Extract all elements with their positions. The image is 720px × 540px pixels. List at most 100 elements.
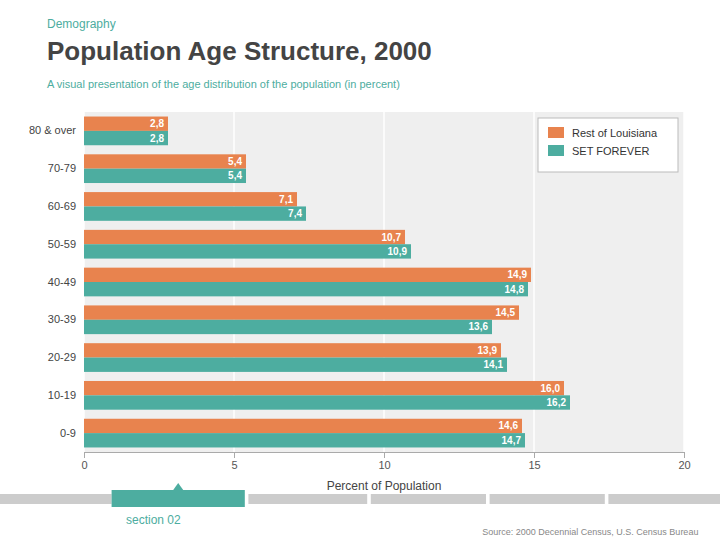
plot-background xyxy=(84,112,684,452)
bar xyxy=(84,154,246,168)
bar xyxy=(84,282,528,296)
data-label: 16,0 xyxy=(541,383,561,394)
legend-label: SET FOREVER xyxy=(572,145,649,157)
chart: Demography Population Age Structure, 2000… xyxy=(0,0,720,540)
x-tick-mark xyxy=(684,452,685,458)
y-tick-label: 80 & over xyxy=(29,124,76,136)
y-tick: 60-69 xyxy=(48,200,84,212)
x-tick: 0 xyxy=(81,452,87,471)
bar xyxy=(84,381,564,395)
x-tick-label: 15 xyxy=(528,459,540,471)
legend: Rest of Louisiana SET FOREVER xyxy=(538,118,678,172)
legend-item: SET FOREVER xyxy=(548,145,649,157)
data-label: 14,8 xyxy=(505,284,525,295)
section-label: section 02 xyxy=(126,513,181,527)
y-tick: 50-59 xyxy=(48,238,84,250)
x-axis: 0 5 10 15 20 xyxy=(81,452,690,471)
x-tick: 5 xyxy=(231,452,237,471)
y-tick: 80 & over xyxy=(29,124,84,136)
legend-item: Rest of Louisiana xyxy=(548,127,658,139)
y-tick-label: 70-79 xyxy=(48,162,76,174)
bar xyxy=(84,433,525,447)
bar xyxy=(84,395,570,409)
legend-swatch xyxy=(548,127,564,138)
bars xyxy=(84,117,570,448)
bar xyxy=(84,419,522,433)
bar xyxy=(84,117,168,131)
legend-frame xyxy=(538,118,678,172)
data-label: 5,4 xyxy=(228,170,242,181)
data-label: 14,7 xyxy=(502,435,522,446)
data-labels: 2,8 5,4 7,1 10,7 14,9 14,5 13,9 16,0 14,6 2,8 5,4 7… xyxy=(150,118,566,446)
y-tick: 30-39 xyxy=(48,313,84,325)
subtitle: A visual presentation of the age distrib… xyxy=(47,78,400,90)
source: Source: 2000 Decennial Census, U.S. Cens… xyxy=(482,527,698,537)
data-label: 2,8 xyxy=(150,133,164,144)
bar xyxy=(84,230,405,244)
nav-segment xyxy=(0,494,112,504)
x-tick-mark xyxy=(534,452,535,458)
legend-label: Rest of Louisiana xyxy=(572,127,658,139)
y-tick: 40-49 xyxy=(48,276,84,288)
data-label: 10,9 xyxy=(388,246,408,257)
nav-segment xyxy=(490,494,605,504)
y-axis: 80 & over 70-79 60-69 50-59 40-49 30-39 20-29 1… xyxy=(29,124,84,438)
nav-active-segment xyxy=(112,490,245,507)
x-tick: 20 xyxy=(678,452,690,471)
bar xyxy=(84,244,411,258)
x-tick-label: 20 xyxy=(678,459,690,471)
y-tick-label: 50-59 xyxy=(48,238,76,250)
grid-line xyxy=(683,112,685,452)
y-tick: 70-79 xyxy=(48,162,84,174)
legend-swatch xyxy=(548,145,564,156)
nav-pointer xyxy=(173,483,183,490)
data-label: 5,4 xyxy=(228,156,242,167)
nav-segment xyxy=(608,494,720,504)
y-tick-label: 30-39 xyxy=(48,313,76,325)
bar xyxy=(84,320,492,334)
bar xyxy=(84,131,168,145)
x-tick-mark xyxy=(234,452,235,458)
kicker: Demography xyxy=(47,17,116,31)
data-label: 10,7 xyxy=(382,232,402,243)
bar xyxy=(84,192,297,206)
data-label: 13,9 xyxy=(478,345,498,356)
data-label: 14,1 xyxy=(484,359,504,370)
x-tick-label: 0 xyxy=(81,459,87,471)
bar xyxy=(84,268,531,282)
data-label: 14,9 xyxy=(508,269,528,280)
x-tick-label: 10 xyxy=(378,459,390,471)
y-tick-label: 0-9 xyxy=(60,427,76,439)
x-tick-mark xyxy=(384,452,385,458)
data-label: 16,2 xyxy=(547,397,567,408)
bar xyxy=(84,305,519,319)
y-tick-label: 60-69 xyxy=(48,200,76,212)
bar xyxy=(84,169,246,183)
data-label: 14,6 xyxy=(499,420,519,431)
title: Population Age Structure, 2000 xyxy=(47,36,432,66)
bar xyxy=(84,358,507,372)
data-label: 2,8 xyxy=(150,118,164,129)
y-tick: 20-29 xyxy=(48,351,84,363)
y-tick: 0-9 xyxy=(60,427,84,439)
nav-segment xyxy=(371,494,486,504)
y-tick-label: 10-19 xyxy=(48,389,76,401)
x-tick: 15 xyxy=(528,452,540,471)
data-label: 7,1 xyxy=(279,194,293,205)
bar xyxy=(84,343,501,357)
navigation-bar xyxy=(0,483,720,507)
y-tick-label: 40-49 xyxy=(48,276,76,288)
x-tick: 10 xyxy=(378,452,390,471)
nav-segment xyxy=(248,494,367,504)
data-label: 13,6 xyxy=(469,321,489,332)
x-axis-line xyxy=(85,453,685,459)
data-label: 14,5 xyxy=(496,307,516,318)
bar xyxy=(84,206,306,220)
data-label: 7,4 xyxy=(288,208,302,219)
plot: 2,8 5,4 7,1 10,7 14,9 14,5 13,9 16,0 14,6 2,8 5,4 7… xyxy=(29,112,691,493)
grid xyxy=(84,112,684,452)
y-tick-label: 20-29 xyxy=(48,351,76,363)
x-tick-mark xyxy=(84,452,85,458)
x-tick-label: 5 xyxy=(231,459,237,471)
x-axis-title: Percent of Population xyxy=(327,479,442,493)
